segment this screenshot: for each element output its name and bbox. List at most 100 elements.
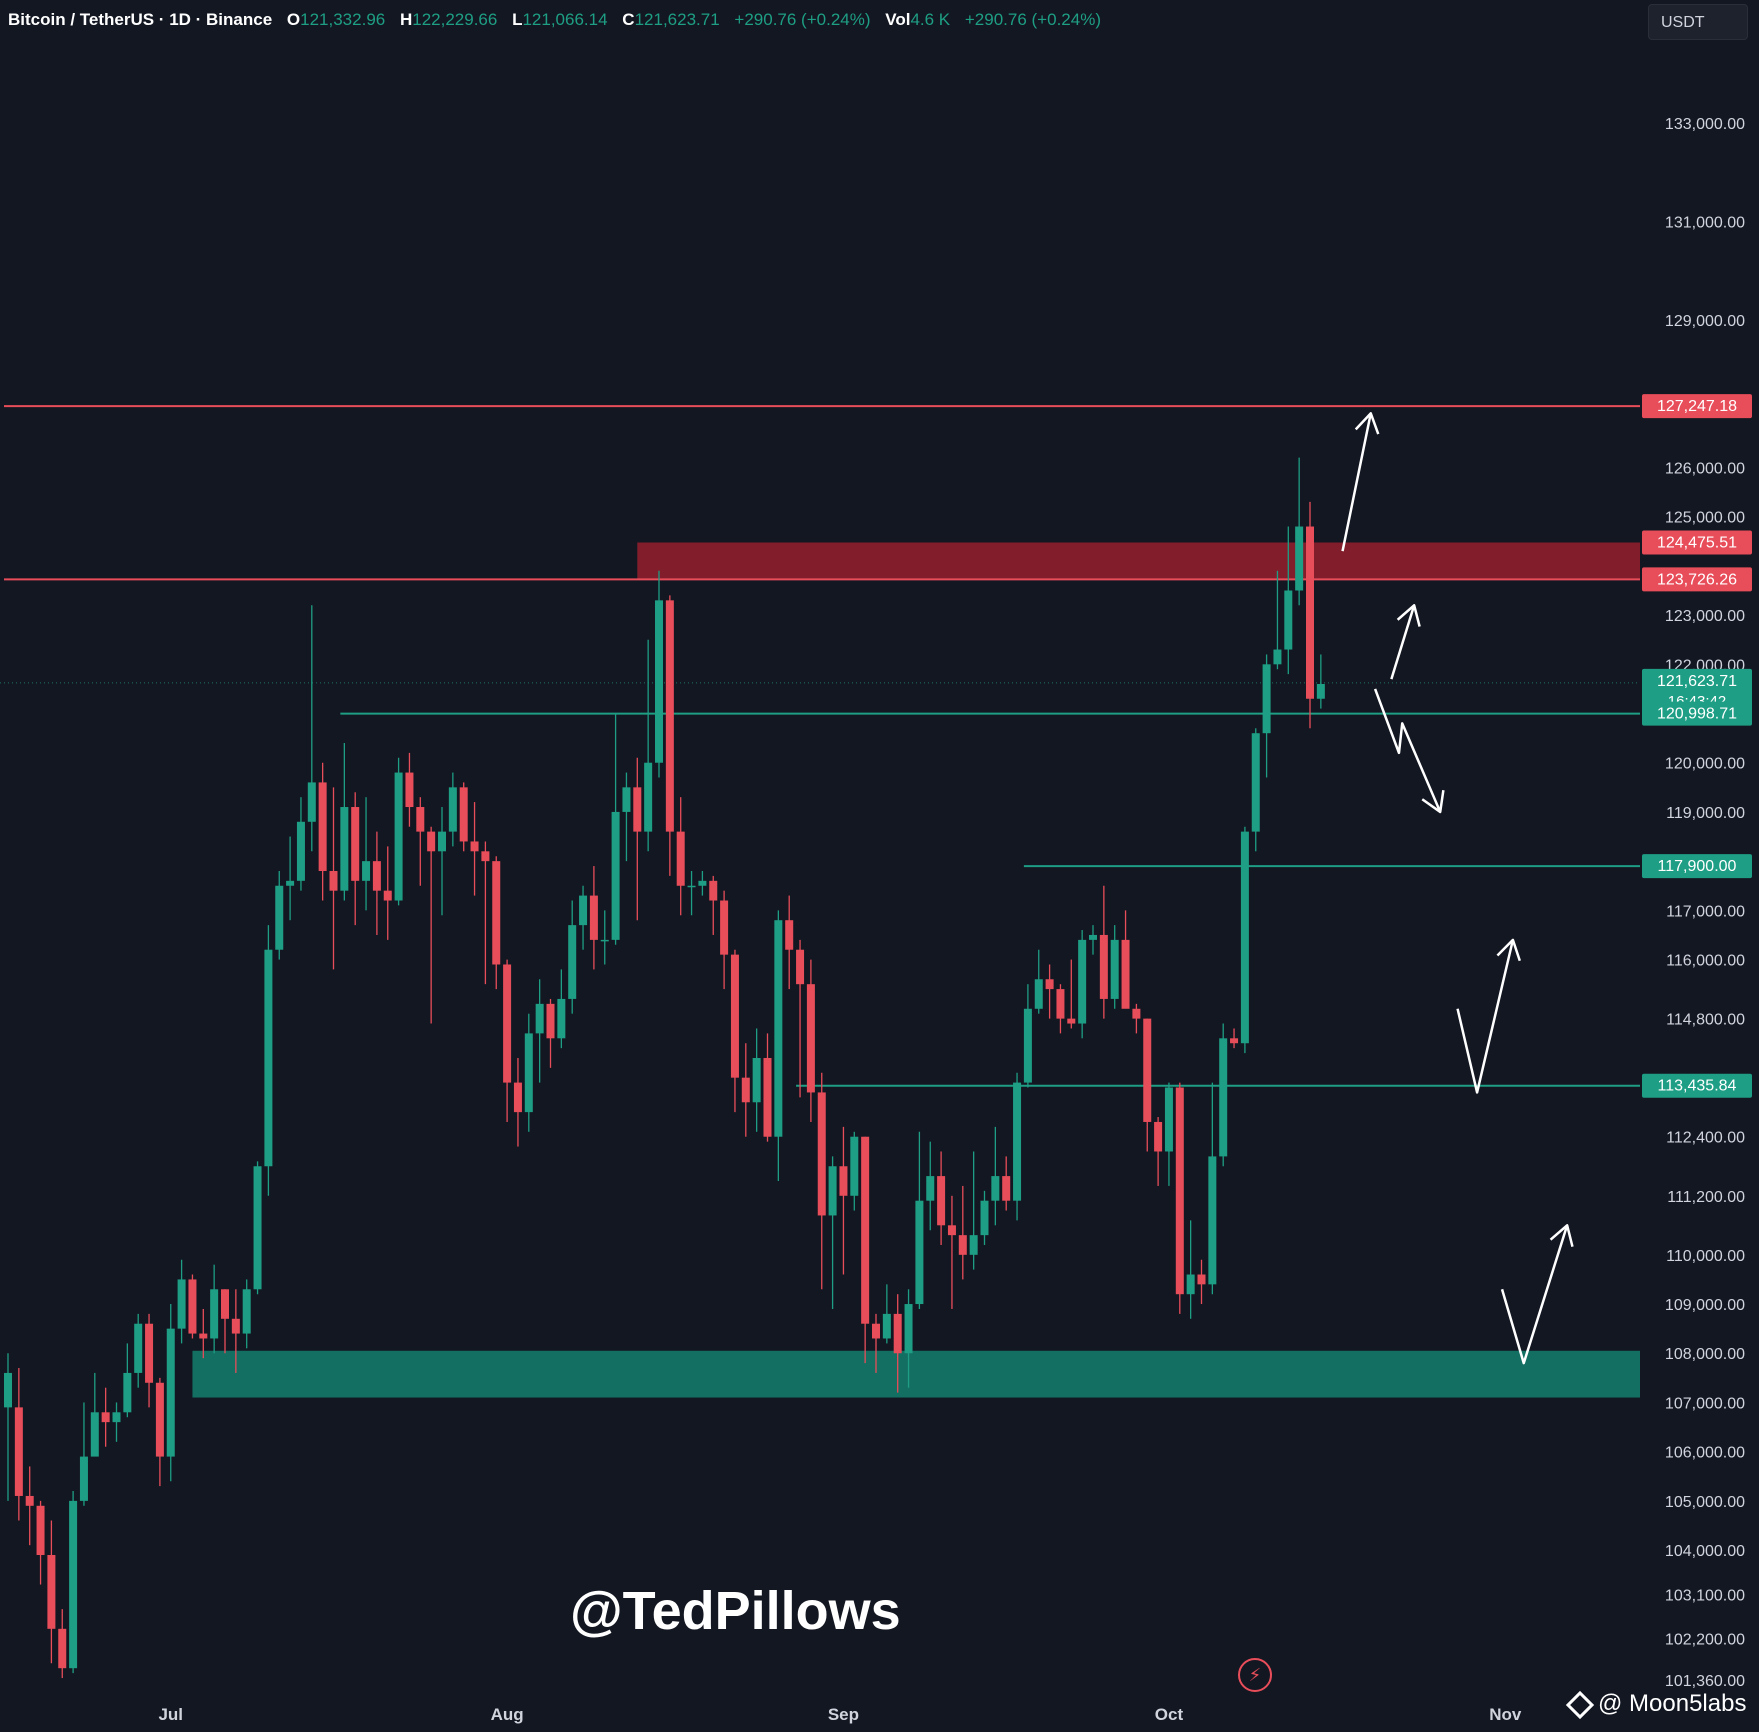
candle-body-38 — [416, 807, 425, 832]
arrow-head-2 — [1421, 789, 1445, 814]
candle-body-97 — [1056, 989, 1065, 1019]
candle-body-32 — [351, 807, 360, 881]
candle-body-90 — [980, 1200, 989, 1236]
arrow-1 — [1390, 604, 1416, 680]
candle-body-118 — [1284, 590, 1293, 650]
candle-body-67 — [730, 954, 739, 1078]
candle-body-80 — [872, 1323, 880, 1339]
candle-body-11 — [123, 1372, 132, 1413]
candle-body-42 — [459, 787, 468, 842]
candle-body-14 — [155, 1382, 164, 1457]
change-value: +290.76 (+0.24%) — [734, 10, 871, 29]
candle-body-39 — [427, 831, 436, 852]
open-label: O — [286, 10, 301, 29]
candle-body-65 — [709, 880, 718, 901]
candle-body-4 — [47, 1555, 56, 1629]
candle-body-0 — [4, 1372, 12, 1408]
candle-body-30 — [329, 870, 338, 891]
candle-body-115 — [1251, 733, 1260, 832]
y-tick-label-23: 101,360.00 — [1665, 1673, 1745, 1690]
x-tick-label-4: Nov — [1489, 1705, 1522, 1724]
arrow-head-3 — [1496, 938, 1521, 962]
candle-body-46 — [503, 964, 512, 1083]
candle-body-57 — [622, 787, 631, 812]
low-value: 121,066.14 — [522, 10, 608, 29]
candle-body-96 — [1045, 979, 1054, 990]
candle-body-5 — [58, 1628, 67, 1669]
candle-body-34 — [372, 861, 381, 891]
candle-body-41 — [448, 787, 457, 832]
candle-body-19 — [210, 1289, 219, 1339]
candle-body-102 — [1110, 939, 1119, 999]
symbol-title: Bitcoin / TetherUS · 1D · Binance — [8, 10, 273, 29]
price-tag-0 — [1642, 394, 1752, 419]
candle-body-58 — [633, 787, 642, 832]
candle-body-15 — [166, 1328, 175, 1457]
candle-body-60 — [655, 600, 663, 763]
currency-button[interactable]: USDT — [1648, 4, 1748, 40]
candle-body-66 — [720, 900, 729, 955]
volume-change: +290.76 (+0.24%) — [964, 10, 1101, 29]
candle-body-85 — [926, 1176, 935, 1201]
candle-body-12 — [134, 1323, 143, 1373]
candle-body-72 — [785, 920, 794, 950]
candle-body-86 — [937, 1176, 946, 1226]
candle-body-105 — [1143, 1018, 1152, 1122]
price-tag-label-4: 120,998.71 — [1657, 706, 1737, 723]
y-tick-label-7: 120,000.00 — [1665, 756, 1745, 773]
candle-body-109 — [1186, 1274, 1195, 1295]
candle-body-44 — [481, 851, 490, 862]
candle-body-51 — [557, 998, 566, 1039]
candle-body-47 — [513, 1082, 522, 1113]
candle-body-2 — [25, 1495, 34, 1506]
candle-body-27 — [296, 821, 305, 881]
candle-body-9 — [101, 1412, 110, 1423]
high-value: 122,229.66 — [412, 10, 498, 29]
candle-body-120 — [1306, 526, 1314, 699]
y-tick-label-2: 129,000.00 — [1665, 313, 1745, 330]
zone-1 — [192, 1350, 1641, 1398]
open-value: 121,332.96 — [300, 10, 386, 29]
candle-body-61 — [665, 600, 674, 832]
candle-body-6 — [69, 1500, 78, 1669]
candle-body-35 — [383, 890, 392, 901]
candle-body-16 — [177, 1279, 186, 1329]
candle-body-31 — [340, 807, 349, 891]
candle-body-23 — [253, 1166, 262, 1290]
candle-body-1 — [14, 1407, 23, 1496]
candle-body-69 — [752, 1057, 761, 1103]
price-tag-4 — [1642, 701, 1752, 726]
candle-body-89 — [969, 1235, 978, 1255]
x-tick-label-1: Aug — [491, 1705, 524, 1724]
candle-body-13 — [145, 1323, 154, 1383]
y-tick-label-9: 117,000.00 — [1666, 903, 1745, 920]
candle-body-88 — [958, 1235, 967, 1255]
candle-body-108 — [1175, 1087, 1184, 1295]
price-tag-label-5: 117,900.00 — [1658, 858, 1737, 875]
candle-body-64 — [698, 880, 707, 886]
candle-body-116 — [1262, 664, 1271, 734]
candle-body-22 — [242, 1289, 251, 1334]
candle-body-49 — [535, 1003, 544, 1034]
candle-body-111 — [1208, 1156, 1217, 1285]
candle-body-26 — [286, 880, 295, 886]
y-tick-label-21: 103,100.00 — [1665, 1587, 1745, 1604]
candle-body-71 — [774, 920, 783, 1137]
candle-body-83 — [904, 1304, 913, 1354]
candle-body-62 — [676, 831, 685, 886]
candle-body-93 — [1013, 1082, 1022, 1201]
y-tick-label-15: 109,000.00 — [1665, 1297, 1745, 1314]
candles — [4, 457, 1325, 1679]
y-tick-label-13: 111,200.00 — [1667, 1189, 1745, 1206]
y-tick-label-18: 106,000.00 — [1665, 1445, 1745, 1462]
candle-body-78 — [850, 1136, 859, 1196]
price-tag-label-1: 124,475.51 — [1657, 534, 1737, 551]
candle-body-104 — [1132, 1008, 1141, 1019]
lightning-icon[interactable]: ⚡ — [1238, 1658, 1272, 1692]
candle-body-10 — [112, 1412, 121, 1423]
candle-body-75 — [817, 1092, 826, 1216]
candle-body-52 — [568, 925, 577, 999]
y-tick-label-4: 125,000.00 — [1665, 510, 1745, 527]
candle-body-55 — [600, 939, 609, 942]
